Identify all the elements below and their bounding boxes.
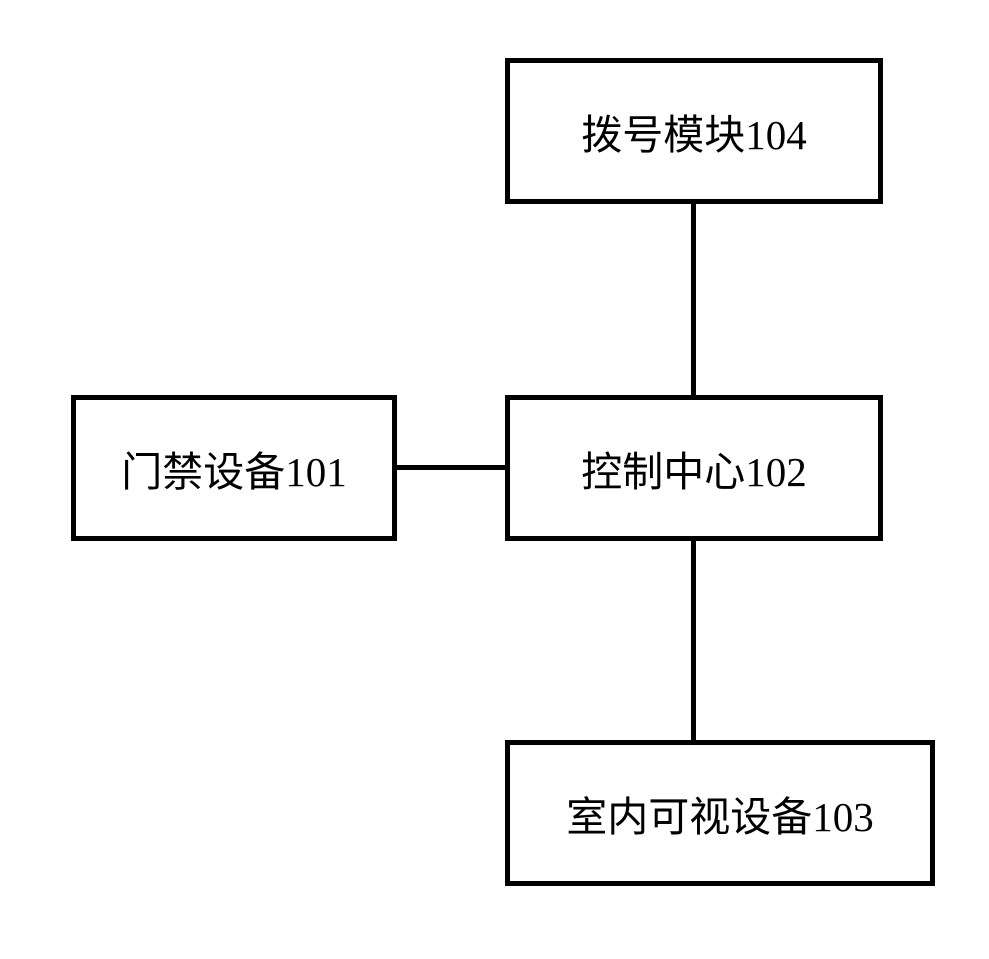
node-control-center: 控制中心102	[505, 395, 883, 541]
node-access-device: 门禁设备101	[71, 395, 397, 541]
node-label: 门禁设备101	[121, 438, 347, 498]
edge-0	[691, 204, 696, 395]
edge-2	[691, 541, 696, 740]
node-label: 控制中心102	[581, 438, 807, 498]
node-label: 拨号模块104	[581, 101, 807, 161]
edge-1	[397, 465, 505, 470]
node-label: 室内可视设备103	[566, 783, 874, 843]
node-dial-module: 拨号模块104	[505, 58, 883, 204]
node-indoor-display: 室内可视设备103	[505, 740, 935, 886]
diagram-stage: 拨号模块104 门禁设备101 控制中心102 室内可视设备103	[0, 0, 989, 959]
